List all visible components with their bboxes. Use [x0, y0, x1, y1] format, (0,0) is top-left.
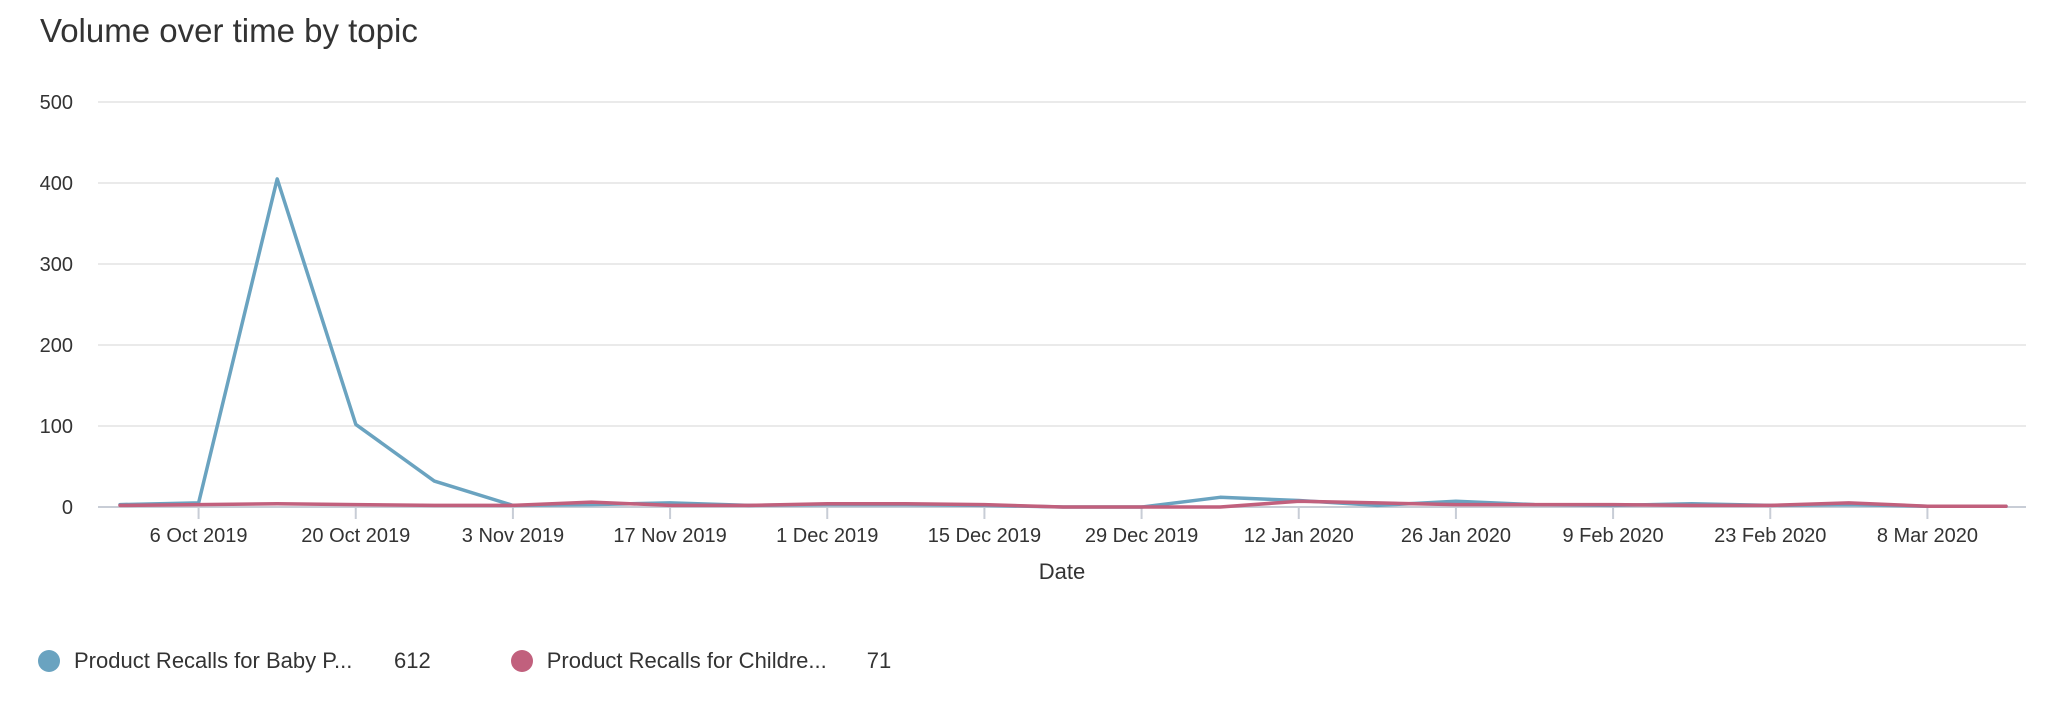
line-chart: 0 100 200 300 400 500 6 Oct 2019 20 Oct 2019 3 …: [40, 92, 2026, 584]
x-tick-label: 20 Oct 2019: [301, 525, 410, 547]
legend-swatch: [38, 650, 60, 672]
legend: Product Recalls for Baby P... 612 Produc…: [38, 648, 971, 674]
y-tick-label: 500: [40, 92, 73, 114]
y-axis-ticks: 0 100 200 300 400 500: [40, 92, 73, 519]
series-lines: [118, 177, 2008, 509]
x-tick-label: 3 Nov 2019: [462, 525, 564, 547]
x-axis: 6 Oct 2019 20 Oct 2019 3 Nov 2019 17 Nov 20…: [150, 507, 1978, 547]
y-tick-label: 100: [40, 416, 73, 438]
y-tick-label: 300: [40, 254, 73, 276]
legend-count: 71: [866, 648, 892, 673]
legend-count: 612: [394, 648, 431, 673]
x-axis-title: Date: [1039, 559, 1085, 584]
x-tick-label: 9 Feb 2020: [1562, 525, 1663, 547]
x-tick-label: 6 Oct 2019: [150, 525, 248, 547]
y-tick-label: 400: [40, 173, 73, 195]
legend-item-children[interactable]: Product Recalls for Childre... 71: [510, 648, 892, 674]
x-tick-label: 29 Dec 2019: [1085, 525, 1198, 547]
x-tick-label: 15 Dec 2019: [928, 525, 1041, 547]
x-tick-label: 23 Feb 2020: [1714, 525, 1826, 547]
legend-swatch: [510, 650, 533, 672]
y-tick-label: 0: [62, 497, 73, 519]
x-tick-label: 8 Mar 2020: [1877, 525, 1978, 547]
y-tick-label: 200: [40, 335, 73, 357]
chart-title: Volume over time by topic: [40, 12, 418, 49]
x-tick-label: 26 Jan 2020: [1401, 525, 1511, 547]
x-tick-label: 17 Nov 2019: [613, 525, 726, 547]
legend-item-baby[interactable]: Product Recalls for Baby P... 612: [38, 648, 431, 674]
series-line-1[interactable]: [118, 499, 2008, 509]
series-line-0[interactable]: [118, 177, 2008, 509]
legend-label: Product Recalls for Baby P...: [74, 648, 353, 673]
grid-lines: [98, 101, 2026, 508]
x-tick-label: 1 Dec 2019: [776, 525, 878, 547]
legend-label: Product Recalls for Childre...: [546, 648, 827, 673]
x-tick-label: 12 Jan 2020: [1244, 525, 1354, 547]
